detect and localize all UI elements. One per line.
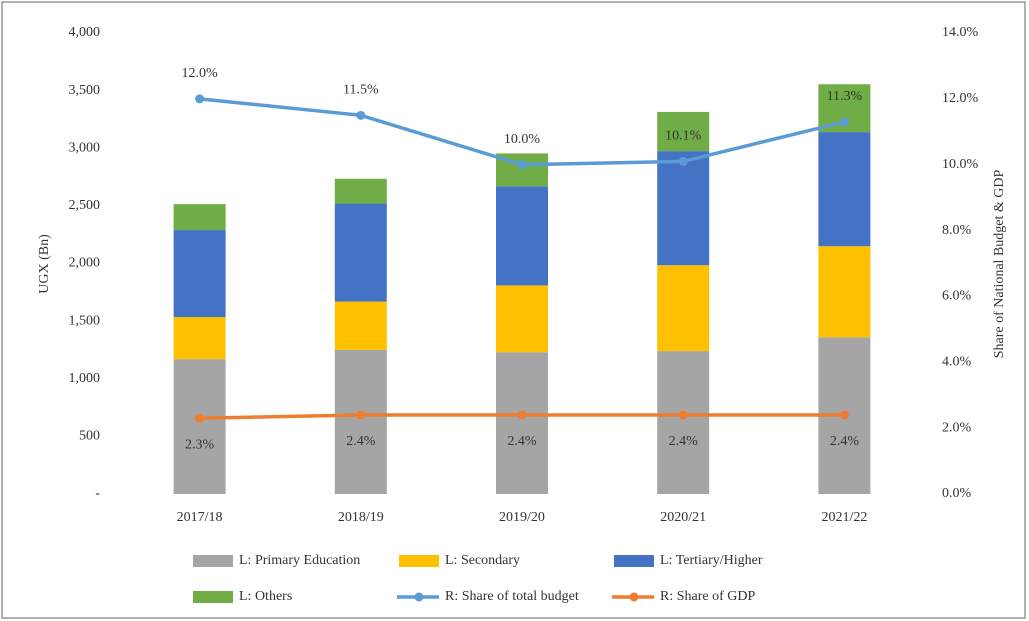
legend-swatch [614,555,654,567]
bar [334,349,387,494]
data-label: 2.4% [346,434,376,449]
y2-tick-label: 10.0% [942,157,979,172]
line-point [356,410,366,420]
data-label: 2.4% [669,434,699,449]
line-point [839,117,849,127]
legend-label: L: Tertiary/Higher [660,553,763,568]
bar [496,352,548,494]
y2-axis-title: Share of National Budget & GDP [992,170,1007,359]
bar [334,178,387,204]
x-tick-label: 2019/20 [499,510,545,525]
x-tick-label: 2020/21 [660,510,706,525]
legend-label: L: Secondary [445,553,520,568]
bar [818,246,871,338]
y-axis-title: UGX (Bn) [37,234,52,294]
data-label: 12.0% [182,66,219,81]
y2-tick-label: 8.0% [942,223,972,238]
line-point [678,410,688,420]
data-label: 10.0% [504,132,541,147]
y2-tick-label: 2.0% [942,420,972,435]
line-point [517,160,527,170]
bar [334,203,387,302]
y-tick-label: 500 [79,429,100,444]
bar [173,359,226,494]
bar [173,317,226,360]
y-tick-label: 3,500 [69,83,101,98]
y2-tick-label: 14.0% [942,25,979,40]
x-tick-label: 2021/22 [821,510,867,525]
y-tick-label: 2,000 [69,256,101,271]
bar [173,230,226,318]
y-tick-label: - [95,486,100,501]
bar [173,204,226,231]
x-tick-label: 2018/19 [338,510,384,525]
line-point [839,410,849,420]
y-tick-label: 4,000 [69,25,101,40]
y2-tick-label: 6.0% [942,289,972,304]
y-tick-label: 2,500 [69,198,101,213]
bar [657,351,710,494]
bar [818,132,871,247]
y-tick-label: 3,000 [69,140,101,155]
y2-tick-label: 12.0% [942,91,979,106]
data-label: 2.4% [507,434,537,449]
legend-swatch [414,592,424,602]
x-tick-label: 2017/18 [177,510,223,525]
y2-tick-label: 4.0% [942,355,972,370]
line-point [356,110,366,120]
bar [657,265,710,352]
bar [657,151,710,266]
bar [496,186,548,286]
legend-label: L: Primary Education [239,553,360,568]
y-tick-label: 1,500 [69,313,101,328]
legend-label: L: Others [239,589,292,604]
data-label: 2.4% [830,434,860,449]
bar [334,301,387,350]
data-label: 11.5% [343,83,379,98]
legend-label: R: Share of GDP [660,589,755,604]
legend-swatch [193,555,233,567]
line-point [195,94,205,104]
line-point [678,156,688,166]
data-label: 2.3% [185,437,215,452]
line-point [195,413,205,423]
bar [496,285,548,353]
legend-label: R: Share of total budget [445,589,579,604]
data-label: 11.3% [827,89,863,104]
legend-swatch [629,592,639,602]
legend-swatch [399,555,439,567]
y-tick-label: 1,000 [69,371,101,386]
legend-swatch [193,591,233,603]
bar [657,111,710,152]
line-point [517,410,527,420]
data-label: 10.1% [665,129,702,144]
y2-tick-label: 0.0% [942,486,972,501]
